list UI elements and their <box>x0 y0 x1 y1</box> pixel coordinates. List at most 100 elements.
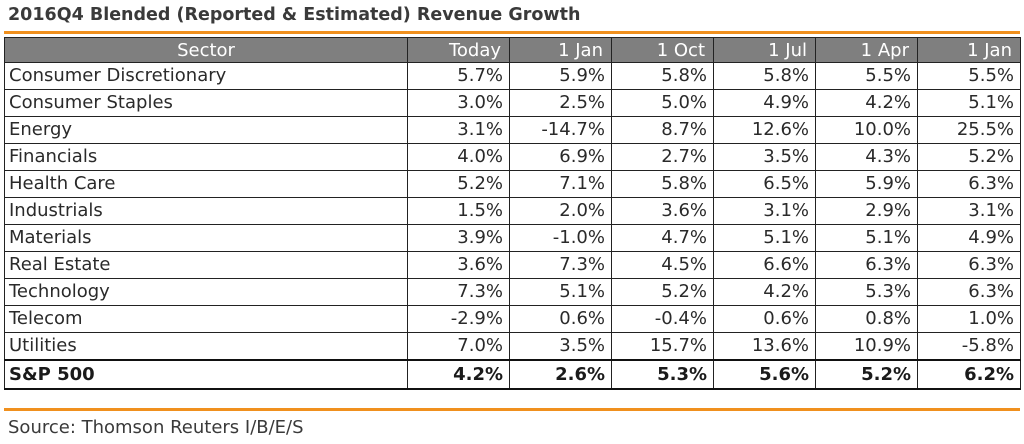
growth-value-cell: 6.3% <box>917 251 1021 279</box>
growth-value-cell: 5.8% <box>713 62 816 90</box>
revenue-growth-table: Sector Today 1 Jan 1 Oct 1 Jul 1 Apr 1 J… <box>4 37 1021 390</box>
sector-cell: Consumer Staples <box>4 89 408 117</box>
table-row: Consumer Staples 3.0% 2.5% 5.0% 4.9% 4.2% 5.1% <box>4 89 1021 117</box>
growth-value-cell: 5.8% <box>611 62 714 90</box>
growth-value-cell: 5.1% <box>815 224 918 252</box>
growth-value-cell: 7.0% <box>407 332 510 361</box>
top-accent-rule <box>4 31 1020 34</box>
table-row: Materials 3.9% -1.0% 4.7% 5.1% 5.1% 4.9% <box>4 224 1021 252</box>
table-row: Real Estate 3.6% 7.3% 4.5% 6.6% 6.3% 6.3% <box>4 251 1021 279</box>
growth-value-cell: 5.2% <box>917 143 1021 171</box>
growth-value-cell: 5.5% <box>917 62 1021 90</box>
growth-value-cell: 0.8% <box>815 305 918 333</box>
column-header-1-jul: 1 Jul <box>713 37 816 63</box>
growth-value-cell: 3.1% <box>713 197 816 225</box>
source-note: Source: Thomson Reuters I/B/E/S <box>8 417 304 438</box>
growth-value-cell: 5.6% <box>713 359 816 390</box>
growth-value-cell: 7.1% <box>509 170 612 198</box>
bottom-accent-rule <box>4 408 1020 411</box>
growth-value-cell: 2.7% <box>611 143 714 171</box>
growth-value-cell: 4.5% <box>611 251 714 279</box>
growth-value-cell: 10.0% <box>815 116 918 144</box>
column-header-sector: Sector <box>4 37 408 63</box>
growth-value-cell: 6.3% <box>917 278 1021 306</box>
table-row: Health Care 5.2% 7.1% 5.8% 6.5% 5.9% 6.3% <box>4 170 1021 198</box>
growth-value-cell: 4.9% <box>917 224 1021 252</box>
growth-value-cell: 12.6% <box>713 116 816 144</box>
sector-cell: Health Care <box>4 170 408 198</box>
growth-value-cell: 4.2% <box>407 359 510 390</box>
sector-cell: Financials <box>4 143 408 171</box>
growth-value-cell: 2.9% <box>815 197 918 225</box>
growth-value-cell: 5.1% <box>917 89 1021 117</box>
growth-value-cell: 6.9% <box>509 143 612 171</box>
growth-value-cell: 3.5% <box>509 332 612 361</box>
growth-value-cell: 4.0% <box>407 143 510 171</box>
sector-cell: Consumer Discretionary <box>4 62 408 90</box>
growth-value-cell: 5.3% <box>611 359 714 390</box>
growth-value-cell: 4.9% <box>713 89 816 117</box>
growth-value-cell: 5.1% <box>713 224 816 252</box>
growth-value-cell: 3.0% <box>407 89 510 117</box>
growth-value-cell: 6.3% <box>917 170 1021 198</box>
growth-value-cell: 3.6% <box>611 197 714 225</box>
growth-value-cell: 8.7% <box>611 116 714 144</box>
sector-cell: Utilities <box>4 332 408 361</box>
column-header-1-jan-earlier: 1 Jan <box>917 37 1021 63</box>
growth-value-cell: 4.2% <box>713 278 816 306</box>
growth-value-cell: 5.9% <box>509 62 612 90</box>
growth-value-cell: 4.3% <box>815 143 918 171</box>
growth-value-cell: 3.6% <box>407 251 510 279</box>
growth-value-cell: 6.3% <box>815 251 918 279</box>
growth-value-cell: 1.5% <box>407 197 510 225</box>
growth-value-cell: 5.2% <box>611 278 714 306</box>
growth-value-cell: 6.5% <box>713 170 816 198</box>
column-header-1-jan-recent: 1 Jan <box>509 37 612 63</box>
sector-cell: Energy <box>4 116 408 144</box>
growth-value-cell: 2.5% <box>509 89 612 117</box>
growth-value-cell: 0.6% <box>509 305 612 333</box>
growth-value-cell: 1.0% <box>917 305 1021 333</box>
column-header-1-oct: 1 Oct <box>611 37 714 63</box>
growth-value-cell: 5.7% <box>407 62 510 90</box>
table-body: Consumer Discretionary 5.7% 5.9% 5.8% 5.8% 5.… <box>4 62 1021 390</box>
growth-value-cell: 5.1% <box>509 278 612 306</box>
growth-value-cell: 7.3% <box>407 278 510 306</box>
growth-value-cell: 7.3% <box>509 251 612 279</box>
growth-value-cell: -2.9% <box>407 305 510 333</box>
growth-value-cell: 3.1% <box>407 116 510 144</box>
growth-value-cell: 4.7% <box>611 224 714 252</box>
growth-value-cell: 3.9% <box>407 224 510 252</box>
table-row: Industrials 1.5% 2.0% 3.6% 3.1% 2.9% 3.1% <box>4 197 1021 225</box>
growth-value-cell: 5.9% <box>815 170 918 198</box>
column-header-today: Today <box>407 37 510 63</box>
growth-value-cell: -1.0% <box>509 224 612 252</box>
growth-value-cell: 5.3% <box>815 278 918 306</box>
growth-value-cell: 4.2% <box>815 89 918 117</box>
table-row: Energy 3.1% -14.7% 8.7% 12.6% 10.0% 25.5% <box>4 116 1021 144</box>
sector-cell: Industrials <box>4 197 408 225</box>
total-row: S&P 500 4.2% 2.6% 5.3% 5.6% 5.2% 6.2% <box>4 359 1021 390</box>
growth-value-cell: 5.2% <box>407 170 510 198</box>
column-header-1-apr: 1 Apr <box>815 37 918 63</box>
growth-value-cell: 5.0% <box>611 89 714 117</box>
sector-cell: Real Estate <box>4 251 408 279</box>
table-row: Telecom -2.9% 0.6% -0.4% 0.6% 0.8% 1.0% <box>4 305 1021 333</box>
growth-value-cell: 3.5% <box>713 143 816 171</box>
growth-value-cell: 5.5% <box>815 62 918 90</box>
growth-value-cell: 15.7% <box>611 332 714 361</box>
growth-value-cell: 10.9% <box>815 332 918 361</box>
header-row: Sector Today 1 Jan 1 Oct 1 Jul 1 Apr 1 J… <box>4 37 1021 63</box>
sector-cell: S&P 500 <box>4 359 408 390</box>
table-row: Consumer Discretionary 5.7% 5.9% 5.8% 5.8% 5.… <box>4 62 1021 90</box>
growth-value-cell: 0.6% <box>713 305 816 333</box>
sector-cell: Materials <box>4 224 408 252</box>
sector-cell: Technology <box>4 278 408 306</box>
growth-value-cell: 5.8% <box>611 170 714 198</box>
growth-value-cell: 3.1% <box>917 197 1021 225</box>
growth-value-cell: -0.4% <box>611 305 714 333</box>
growth-value-cell: 25.5% <box>917 116 1021 144</box>
table-row: Technology 7.3% 5.1% 5.2% 4.2% 5.3% 6.3% <box>4 278 1021 306</box>
growth-value-cell: -14.7% <box>509 116 612 144</box>
growth-value-cell: 5.2% <box>815 359 918 390</box>
